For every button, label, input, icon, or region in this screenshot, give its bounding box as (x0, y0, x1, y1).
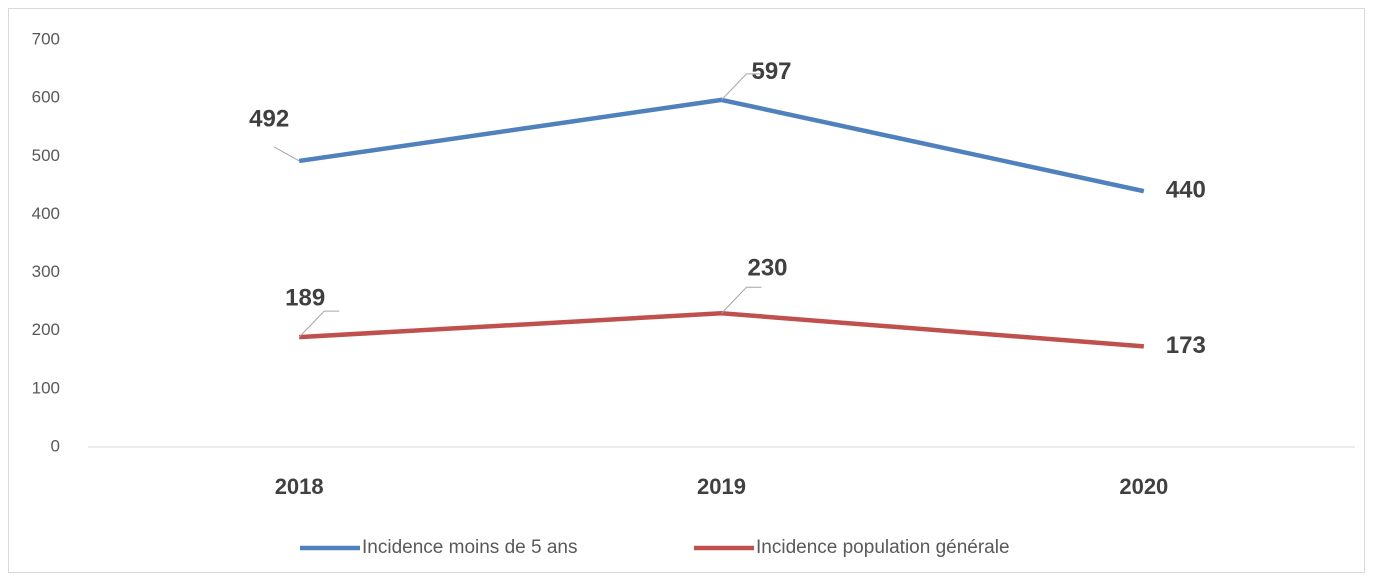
leader-line (273, 146, 300, 162)
data-label: 189 (285, 284, 325, 311)
legend-label: Incidence moins de 5 ans (362, 537, 577, 558)
data-label: 440 (1166, 177, 1206, 204)
y-tick-label: 300 (32, 262, 60, 281)
data-label: 173 (1166, 332, 1206, 359)
legend-label: Incidence population générale (756, 537, 1010, 558)
y-tick-label: 200 (32, 320, 60, 339)
chart-border (8, 8, 1365, 573)
data-label: 492 (249, 105, 289, 132)
y-tick-label: 100 (32, 378, 60, 397)
leader-line (298, 310, 340, 338)
y-tick-label: 700 (32, 29, 60, 48)
y-tick-label: 600 (32, 88, 60, 107)
leader-line (721, 73, 762, 101)
leader-line (721, 286, 762, 314)
y-tick-label: 0 (51, 436, 60, 455)
data-label: 597 (751, 58, 791, 85)
data-label: 230 (747, 255, 787, 282)
x-tick-label: 2020 (1119, 474, 1168, 499)
x-tick-label: 2018 (275, 474, 324, 499)
x-tick-label: 2019 (697, 474, 746, 499)
y-tick-label: 400 (32, 204, 60, 223)
y-tick-label: 500 (32, 146, 60, 165)
